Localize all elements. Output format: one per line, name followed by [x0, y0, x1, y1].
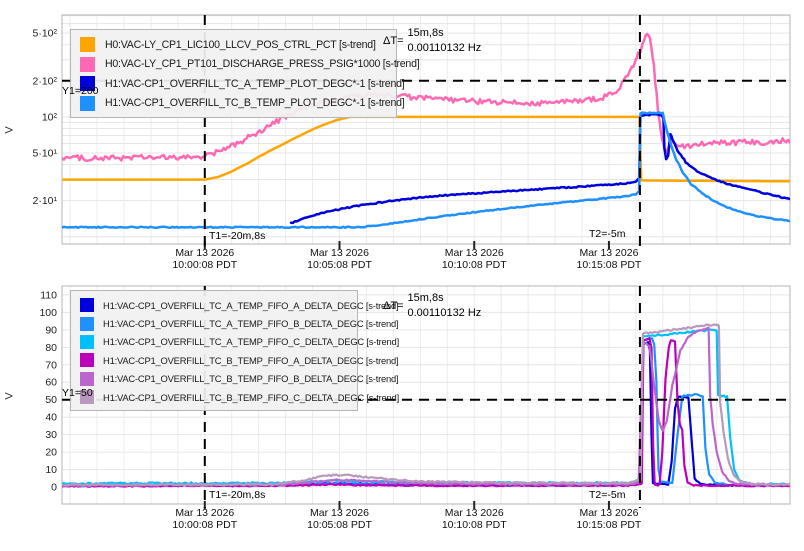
legend-item[interactable]: H1:VAC-CP1_OVERFILL_TC_A_TEMP_FIFO_C_DEL…: [80, 333, 399, 351]
y-tick-label: 100: [39, 307, 57, 319]
legend-label: H1:VAC-CP1_OVERFILL_TC_B_TEMP_FIFO_C_DEL…: [103, 391, 399, 403]
legend-label: H1:VAC-CP1_OVERFILL_TC_A_TEMP_FIFO_B_DEL…: [103, 318, 399, 330]
x-tick-label: Mar 13 2026: [579, 247, 638, 259]
legend-item[interactable]: H1:VAC-CP1_OVERFILL_TC_B_TEMP_FIFO_B_DEL…: [80, 370, 399, 388]
x-tick-label: 10:10:08 PDT: [442, 259, 507, 271]
legend-swatch: [80, 353, 94, 368]
legend-swatch: [80, 76, 95, 92]
legend-item[interactable]: H0:VAC-LY_CP1_PT101_DISCHARGE_PRESS_PSIG…: [80, 55, 420, 75]
y-tick-label: 50: [45, 394, 57, 406]
y-tick-label: 40: [45, 412, 57, 424]
trend-series[interactable]: [62, 323, 790, 487]
x-tick-label: 10:15:08 PDT: [577, 519, 642, 531]
y-tick-label: 5·10¹: [32, 147, 57, 159]
y-tick-label: 30: [45, 429, 57, 441]
y-tick-label: 80: [45, 342, 57, 354]
x-tick-label: 10:05:08 PDT: [307, 259, 372, 271]
legend-upper-chart: H0:VAC-LY_CP1_LIC100_LLCV_POS_CTRL_PCT […: [70, 29, 420, 118]
legend-label: H1:VAC-CP1_OVERFILL_TC_B_TEMP_FIFO_B_DEL…: [103, 373, 399, 385]
x-tick-label: Mar 13 2026: [579, 507, 638, 519]
legend-label: H1:VAC-CP1_OVERFILL_TC_A_TEMP_FIFO_A_DEL…: [103, 299, 399, 311]
x-tick-label: 10:15:08 PDT: [577, 259, 642, 271]
y-tick-label: 5·10²: [32, 28, 57, 40]
legend-item[interactable]: H1:VAC-CP1_OVERFILL_TC_A_TEMP_PLOT_DEGC*…: [80, 74, 405, 94]
y-tick-label: 20: [45, 447, 57, 459]
legend-lower-chart: H1:VAC-CP1_OVERFILL_TC_A_TEMP_FIFO_A_DEL…: [70, 290, 399, 411]
legend-swatch: [80, 334, 94, 349]
x-tick-label: 10:10:08 PDT: [442, 519, 507, 531]
x-tick-label: 10:00:08 PDT: [172, 259, 237, 271]
x-tick-label: 10:05:08 PDT: [307, 519, 372, 531]
legend-item[interactable]: H1:VAC-CP1_OVERFILL_TC_B_TEMP_PLOT_DEGC*…: [80, 94, 405, 114]
legend-swatch: [80, 298, 94, 313]
legend-swatch: [80, 371, 94, 386]
x-tick-label: Mar 13 2026: [445, 507, 504, 519]
series-group: [62, 323, 790, 488]
legend-item[interactable]: H1:VAC-CP1_OVERFILL_TC_B_TEMP_FIFO_C_DEL…: [80, 388, 399, 406]
y-tick-label: 10: [45, 464, 57, 476]
y-tick-label: 2·10¹: [32, 195, 57, 207]
legend-swatch: [80, 56, 95, 72]
y-tick-label: 2·10²: [32, 75, 57, 87]
y-tick-label: 60: [45, 377, 57, 389]
x-tick-label: Mar 13 2026: [310, 507, 369, 519]
legend-item[interactable]: H1:VAC-CP1_OVERFILL_TC_A_TEMP_FIFO_B_DEL…: [80, 314, 399, 332]
y-tick-label: 70: [45, 359, 57, 371]
legend-label: H0:VAC-LY_CP1_LIC100_LLCV_POS_CTRL_PCT […: [105, 38, 376, 51]
legend-label: H1:VAC-CP1_OVERFILL_TC_B_TEMP_FIFO_A_DEL…: [103, 354, 399, 366]
x-tick-label: Mar 13 2026: [175, 507, 234, 519]
legend-swatch: [80, 316, 94, 331]
trend-series[interactable]: [289, 112, 790, 225]
y-tick-label: 10²: [42, 111, 58, 123]
legend-item[interactable]: H0:VAC-LY_CP1_LIC100_LLCV_POS_CTRL_PCT […: [80, 35, 387, 55]
x-tick-label: Mar 13 2026: [445, 247, 504, 259]
x-tick-label: Mar 13 2026: [310, 247, 369, 259]
y-tick-label: 0: [51, 482, 57, 494]
legend-label: H1:VAC-CP1_OVERFILL_TC_B_TEMP_PLOT_DEGC*…: [105, 97, 405, 110]
series-group: [62, 32, 790, 230]
legend-swatch: [80, 390, 94, 405]
legend-label: H1:VAC-CP1_OVERFILL_TC_A_TEMP_FIFO_C_DEL…: [103, 336, 399, 348]
x-tick-label: 10:00:08 PDT: [172, 519, 237, 531]
y-tick-label: 110: [40, 289, 57, 301]
legend-label: H0:VAC-LY_CP1_PT101_DISCHARGE_PRESS_PSIG…: [105, 58, 420, 71]
legend-swatch: [80, 95, 95, 111]
legend-item[interactable]: H1:VAC-CP1_OVERFILL_TC_A_TEMP_FIFO_A_DEL…: [80, 296, 399, 314]
legend-label: H1:VAC-CP1_OVERFILL_TC_A_TEMP_PLOT_DEGC*…: [105, 77, 405, 90]
trend-series[interactable]: [62, 111, 790, 230]
y-tick-label: 90: [45, 324, 57, 336]
trend-series[interactable]: [62, 115, 790, 183]
legend-item[interactable]: H1:VAC-CP1_OVERFILL_TC_B_TEMP_FIFO_A_DEL…: [80, 351, 399, 369]
x-tick-label: Mar 13 2026: [175, 247, 234, 259]
legend-swatch: [80, 37, 95, 53]
